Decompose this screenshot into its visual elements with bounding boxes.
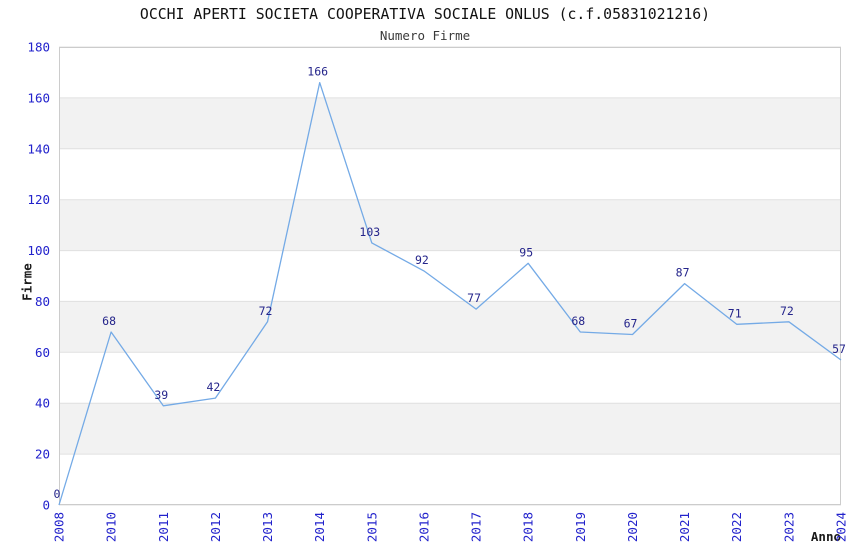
svg-text:2018: 2018: [521, 512, 536, 542]
svg-text:0: 0: [42, 498, 50, 513]
svg-text:120: 120: [27, 192, 50, 207]
svg-text:2021: 2021: [677, 512, 692, 542]
svg-text:39: 39: [154, 388, 168, 402]
svg-text:2024: 2024: [834, 512, 849, 542]
svg-text:2013: 2013: [260, 512, 275, 542]
svg-text:2023: 2023: [781, 512, 796, 542]
svg-text:2017: 2017: [469, 512, 484, 542]
svg-text:2008: 2008: [52, 512, 67, 542]
svg-text:68: 68: [102, 314, 116, 328]
svg-text:72: 72: [780, 304, 794, 318]
svg-text:87: 87: [676, 266, 690, 280]
svg-text:2012: 2012: [208, 512, 223, 542]
plot-border: [59, 47, 841, 505]
svg-text:2020: 2020: [625, 512, 640, 542]
plot-bands: [59, 97, 841, 455]
x-axis-title: Anno: [810, 529, 841, 544]
svg-text:103: 103: [359, 225, 380, 239]
chart-subtitle: Numero Firme: [379, 28, 471, 43]
svg-text:2010: 2010: [104, 512, 119, 542]
svg-text:92: 92: [415, 253, 429, 267]
svg-text:42: 42: [206, 380, 220, 394]
svg-text:2011: 2011: [156, 512, 171, 542]
svg-text:0: 0: [54, 487, 61, 501]
point-value-labels: 0 68 39 42 72 166 103 92 77 95 68 67 87 71 72 57: [54, 65, 846, 501]
svg-text:95: 95: [519, 245, 533, 259]
svg-text:77: 77: [467, 291, 481, 305]
svg-text:180: 180: [27, 40, 50, 55]
svg-text:2015: 2015: [364, 512, 379, 542]
svg-text:40: 40: [35, 396, 50, 411]
svg-text:71: 71: [728, 306, 742, 320]
series-line: [58, 81, 842, 506]
svg-text:72: 72: [259, 304, 273, 318]
y-tick-labels: 0 20 40 60 80 100 120 140 160 180: [27, 40, 50, 513]
chart-title: OCCHI APERTI SOCIETA COOPERATIVA SOCIALE…: [139, 6, 711, 23]
svg-text:2019: 2019: [573, 512, 588, 542]
svg-text:2014: 2014: [312, 512, 327, 542]
svg-text:2022: 2022: [729, 512, 744, 542]
svg-text:2016: 2016: [416, 512, 431, 542]
svg-text:80: 80: [35, 294, 50, 309]
svg-text:68: 68: [571, 314, 585, 328]
svg-text:140: 140: [27, 141, 50, 156]
svg-text:57: 57: [832, 342, 846, 356]
svg-text:67: 67: [624, 317, 638, 331]
svg-text:60: 60: [35, 345, 50, 360]
svg-text:166: 166: [307, 65, 328, 79]
svg-text:160: 160: [27, 90, 50, 105]
x-tick-labels: 2008 2010 2011 2012 2013 2014 2015 2016 2017 2018…: [52, 512, 849, 542]
svg-text:100: 100: [27, 243, 50, 258]
svg-text:20: 20: [35, 447, 50, 462]
